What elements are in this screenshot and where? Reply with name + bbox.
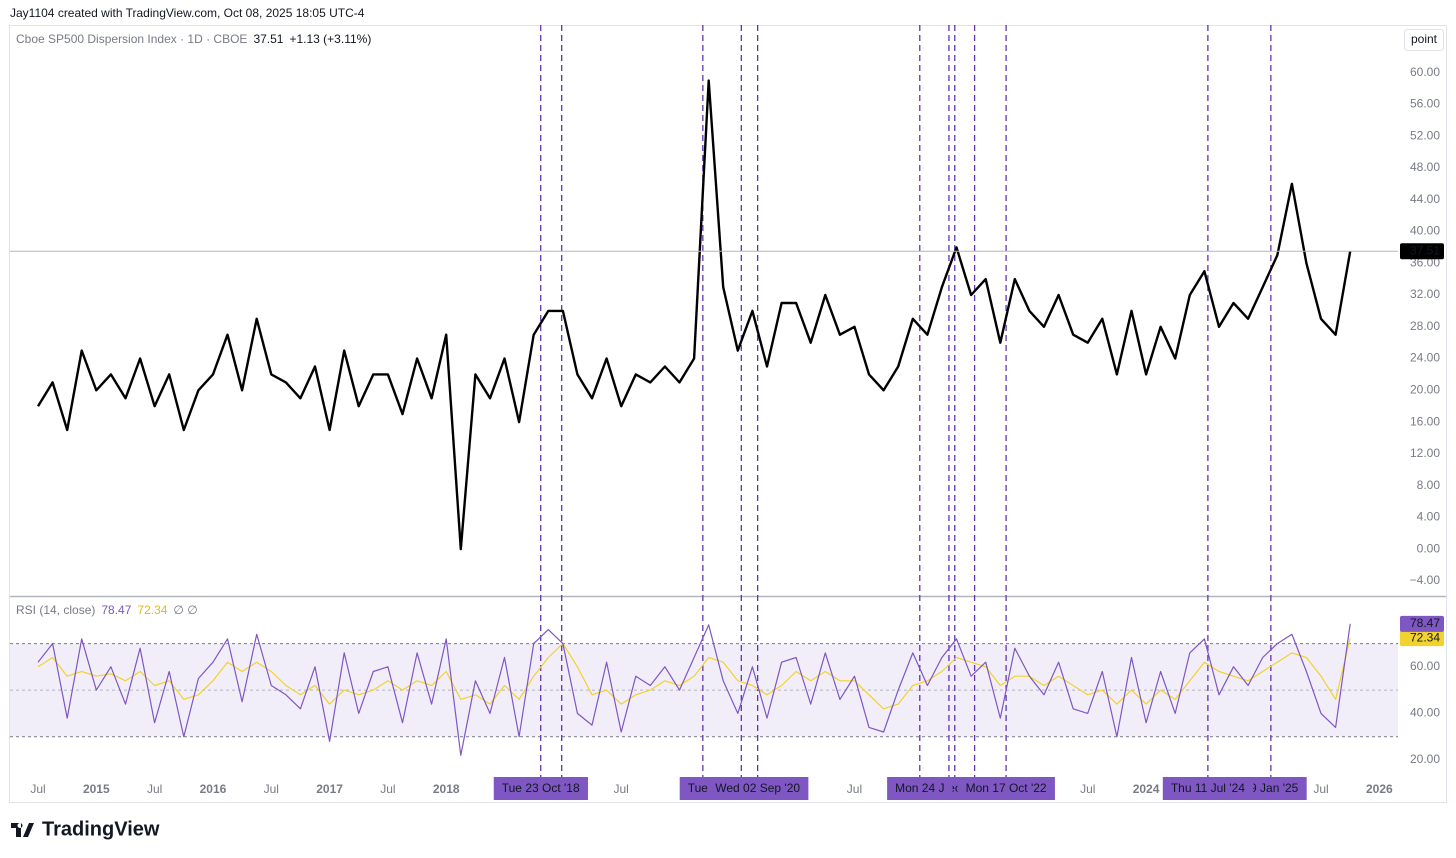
y-tick-label: 16.00 bbox=[1410, 414, 1440, 428]
marker-label-group: Tue 23 Oct '18 bbox=[493, 777, 588, 800]
y-tick-label: 12.00 bbox=[1410, 446, 1440, 460]
marker-label-box bbox=[887, 777, 953, 800]
y-tick-label: 56.00 bbox=[1410, 97, 1440, 111]
y-tick-label: 24.00 bbox=[1410, 351, 1440, 365]
marker-label-group: Mon 17 Oct '22 bbox=[957, 777, 1055, 800]
marker-label-box bbox=[957, 777, 1055, 800]
marker-label-box bbox=[707, 777, 809, 800]
x-tick-label: Jul bbox=[147, 782, 162, 796]
y-tick-label: 4.00 bbox=[1417, 510, 1441, 524]
x-tick-label: 2016 bbox=[200, 782, 227, 796]
marker-label: Wed 02 Sep '20 bbox=[715, 781, 800, 795]
logo: TradingView bbox=[11, 818, 160, 840]
marker-label-box bbox=[493, 777, 588, 800]
marker-label: Mon 24 J bbox=[895, 781, 944, 795]
y-tick-label: 0.00 bbox=[1417, 541, 1441, 555]
logo-text: TradingView bbox=[42, 818, 160, 840]
x-tick-label: Jul bbox=[264, 782, 279, 796]
marker-label-group: Thu 11 Jul '24 bbox=[1162, 777, 1254, 800]
y-tick-label: 28.00 bbox=[1410, 319, 1440, 333]
x-tick-label: 2026 bbox=[1366, 782, 1393, 796]
marker-label-box bbox=[1162, 777, 1254, 800]
y-tick-label: 20.00 bbox=[1410, 382, 1440, 396]
x-tick-label: Jul bbox=[30, 782, 45, 796]
rsi-extra: ∅ ∅ bbox=[173, 603, 197, 617]
marker-label: Tue 23 Oct '18 bbox=[502, 781, 580, 795]
marker-label: Thu 11 Jul '24 bbox=[1171, 781, 1245, 795]
rsi-ma-label: 72.34 bbox=[1410, 630, 1440, 644]
rsi-name: RSI (14, close) bbox=[16, 603, 95, 617]
credit: Jay1104 created with TradingView.com, Oc… bbox=[10, 6, 365, 20]
symbol: Cboe SP500 Dispersion Index · 1D · CBOE bbox=[16, 32, 247, 46]
logo-icon bbox=[11, 823, 34, 837]
series-line bbox=[36, 79, 1352, 551]
y-tick-label: 60.00 bbox=[1410, 65, 1440, 79]
x-tick-label: 2017 bbox=[316, 782, 343, 796]
rsi-value: 78.47 bbox=[101, 603, 131, 617]
rsi-label: 78.47 bbox=[1410, 616, 1440, 630]
marker-label: Mon 17 Oct '22 bbox=[966, 781, 1047, 795]
y-tick-label: 8.00 bbox=[1417, 478, 1441, 492]
series-line bbox=[37, 623, 1351, 756]
change: +1.13 (+3.11%) bbox=[289, 32, 371, 46]
x-tick-label: 2018 bbox=[433, 782, 460, 796]
y-tick-label: −4.00 bbox=[1410, 573, 1441, 587]
x-tick-label: 2024 bbox=[1133, 782, 1160, 796]
last-price-label: 37.51 bbox=[1410, 243, 1440, 257]
x-tick-label: 2015 bbox=[83, 782, 110, 796]
x-tick-label: Jul bbox=[847, 782, 862, 796]
scale-button-label[interactable]: point bbox=[1411, 32, 1438, 46]
marker-label: 29 Jan '25 bbox=[1243, 781, 1298, 795]
rsi-label-box bbox=[1400, 615, 1444, 632]
symbol-legend: Cboe SP500 Dispersion Index · 1D · CBOE 3… bbox=[16, 32, 371, 46]
series-line bbox=[37, 637, 1351, 710]
x-tick-label: Jul bbox=[1080, 782, 1095, 796]
rsi-legend: RSI (14, close) 78.47 72.34 ∅ ∅ bbox=[16, 603, 198, 617]
rsi-ma-value: 72.34 bbox=[137, 603, 167, 617]
y-tick-label: 44.00 bbox=[1410, 192, 1440, 206]
y-tick-label: 48.00 bbox=[1410, 160, 1440, 174]
scale-button[interactable] bbox=[1404, 29, 1444, 51]
last-price: 37.51 bbox=[253, 32, 283, 46]
marker-label-group: Mon 24 J bbox=[887, 777, 953, 800]
x-tick-label: Jul bbox=[380, 782, 395, 796]
y-tick-label: 60.00 bbox=[1410, 659, 1440, 673]
rsi-ma-label-box bbox=[1400, 630, 1444, 647]
y-tick-label: 52.00 bbox=[1410, 128, 1440, 142]
y-tick-label: 20.00 bbox=[1410, 752, 1440, 766]
rsi-band bbox=[10, 643, 1398, 737]
marker-label-group: Wed 02 Sep '20 bbox=[707, 777, 809, 800]
y-tick-label: 32.00 bbox=[1410, 287, 1440, 301]
x-tick-label: Jul bbox=[614, 782, 629, 796]
y-tick-label: 40.00 bbox=[1410, 224, 1440, 238]
y-tick-label: 40.00 bbox=[1410, 706, 1440, 720]
frame bbox=[9, 25, 1447, 803]
x-tick-label: Jul bbox=[1313, 782, 1328, 796]
last-price-label-box bbox=[1400, 243, 1444, 260]
